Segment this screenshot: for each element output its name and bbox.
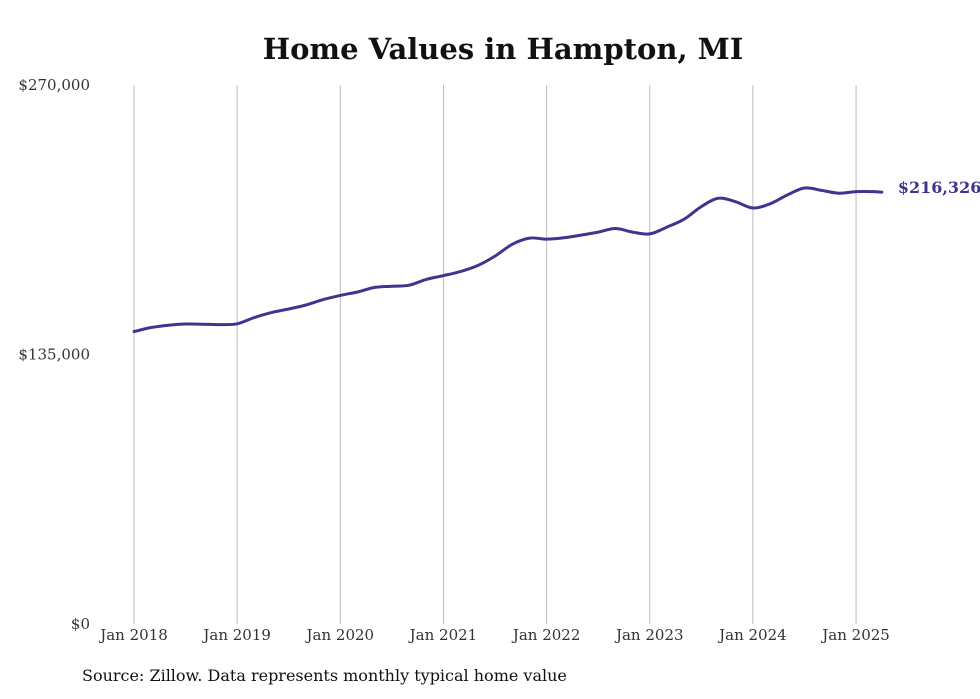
series-line xyxy=(132,186,884,333)
y-tick-label: $270,000 xyxy=(18,76,90,94)
y-axis-ticks: $0 $135,000 $270,000 xyxy=(18,76,90,633)
grid-layer xyxy=(133,85,857,624)
x-tick-label: Jan 2022 xyxy=(511,626,581,644)
series-layer: $216,326 xyxy=(132,178,980,333)
source-note: Source: Zillow. Data represents monthly … xyxy=(82,666,567,685)
y-tick-label: $0 xyxy=(71,615,90,633)
x-tick-label: Jan 2024 xyxy=(717,626,787,644)
y-tick-label: $135,000 xyxy=(18,346,90,364)
x-tick-label: Jan 2021 xyxy=(408,626,478,644)
x-axis-ticks: Jan 2018 Jan 2019 Jan 2020 Jan 2021 Jan 2022… xyxy=(98,626,890,644)
x-tick-label: Jan 2020 xyxy=(305,626,375,644)
x-tick-label: Jan 2023 xyxy=(614,626,684,644)
end-value-label: $216,326 xyxy=(898,178,980,197)
chart-title: Home Values in Hampton, MI xyxy=(263,32,744,66)
x-tick-label: Jan 2025 xyxy=(820,626,890,644)
x-tick-label: Jan 2018 xyxy=(98,626,168,644)
x-tick-label: Jan 2019 xyxy=(201,626,271,644)
